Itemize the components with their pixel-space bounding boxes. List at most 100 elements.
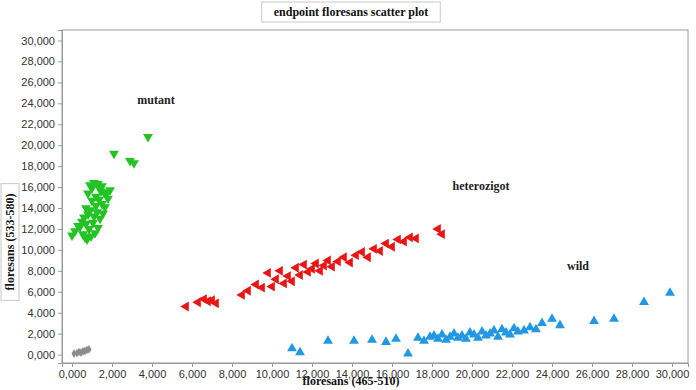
point — [287, 343, 297, 352]
y-tick-mark — [58, 61, 62, 62]
point — [344, 258, 353, 268]
x-tick-label: 4,000 — [139, 368, 167, 380]
x-tick-mark — [512, 363, 513, 367]
point — [326, 262, 335, 272]
x-tick-label: 0,000 — [59, 368, 87, 380]
x-tick-mark — [112, 363, 113, 367]
y-tick-mark — [58, 334, 62, 335]
y-tick-label: 24,000 — [21, 97, 55, 109]
point — [100, 204, 110, 213]
y-tick-label: 0,000 — [27, 349, 55, 361]
annotation: heterozigot — [452, 179, 509, 193]
y-tick-mark — [58, 187, 62, 188]
x-tick-mark — [272, 363, 273, 367]
y-tick-mark — [58, 292, 62, 293]
x-tick-label: 28,000 — [616, 368, 650, 380]
point — [589, 315, 599, 324]
point — [374, 246, 383, 256]
y-axis-line — [58, 31, 63, 364]
x-tick-label: 6,000 — [179, 368, 207, 380]
y-tick-label: 22,000 — [21, 118, 55, 130]
x-tick: 30,000 — [656, 363, 690, 380]
point — [356, 247, 365, 257]
x-tick-mark — [432, 363, 433, 367]
x-tick-label: 30,000 — [656, 368, 690, 380]
x-tick-label: 10,000 — [256, 368, 290, 380]
y-tick-mark — [58, 40, 62, 41]
y-tick-label: 28,000 — [21, 55, 55, 67]
plot-frame — [62, 30, 688, 363]
y-tick-label: 6,000 — [27, 286, 55, 298]
point — [109, 151, 119, 160]
x-tick-label: 18,000 — [416, 368, 450, 380]
y-tick-mark — [58, 124, 62, 125]
y-tick-label: 10,000 — [21, 244, 55, 256]
x-tick-mark — [472, 363, 473, 367]
series — [180, 224, 445, 311]
point — [391, 333, 401, 342]
y-tick: 22,000 — [21, 118, 62, 130]
x-tick: 20,000 — [456, 363, 490, 380]
point — [332, 257, 341, 267]
y-tick: 8,000 — [27, 265, 62, 277]
x-tick-label: 2,000 — [99, 368, 127, 380]
x-tick: 6,000 — [179, 363, 207, 380]
point — [392, 235, 401, 245]
point — [270, 274, 279, 284]
title-box: endpoint floresans scatter plot — [262, 2, 441, 22]
x-tick-mark — [552, 363, 553, 367]
y-tick-label: 12,000 — [21, 223, 55, 235]
point — [555, 320, 565, 329]
x-tick: 4,000 — [139, 363, 167, 380]
point — [295, 347, 305, 356]
point — [180, 302, 189, 312]
x-tick-label: 20,000 — [456, 368, 490, 380]
point — [262, 268, 271, 278]
y-tick-mark — [58, 103, 62, 104]
y-title-box: floresans (533-580) — [1, 184, 19, 301]
y-title-frame — [1, 184, 19, 301]
point — [386, 242, 395, 252]
y-tick-label: 26,000 — [21, 76, 55, 88]
y-tick-label: 16,000 — [21, 181, 55, 193]
y-tick: 30,000 — [21, 34, 62, 46]
y-tick-label: 2,000 — [27, 328, 55, 340]
point — [537, 318, 547, 327]
point — [274, 266, 283, 276]
series — [67, 134, 153, 245]
y-tick-label: 30,000 — [21, 34, 55, 46]
point — [665, 287, 675, 296]
point — [368, 244, 377, 254]
point — [103, 196, 113, 205]
y-tick-label: 8,000 — [27, 265, 55, 277]
x-tick: 8,000 — [219, 363, 247, 380]
point — [349, 335, 359, 344]
y-tick: 26,000 — [21, 76, 62, 88]
point — [143, 134, 153, 143]
y-tick-mark — [58, 313, 62, 314]
annotation: mutant — [137, 93, 174, 107]
y-tick: 2,000 — [27, 328, 62, 340]
x-tick-label: 26,000 — [576, 368, 610, 380]
y-tick: 10,000 — [21, 244, 62, 256]
y-tick-label: 4,000 — [27, 307, 55, 319]
title: endpoint floresans scatter plot — [274, 5, 429, 19]
point — [210, 298, 219, 308]
y-tick: 6,000 — [27, 286, 62, 298]
x-tick-mark — [352, 363, 353, 367]
y-tick-mark — [58, 145, 62, 146]
point — [310, 259, 319, 269]
x-tick-label: 24,000 — [536, 368, 570, 380]
series — [287, 287, 675, 356]
x-tick: 10,000 — [256, 363, 290, 380]
point — [322, 255, 331, 265]
x-axis-title: floresans (465-510) — [303, 374, 400, 388]
y-tick-mark — [58, 208, 62, 209]
x-tick-mark — [152, 363, 153, 367]
point — [398, 237, 407, 247]
point — [609, 313, 619, 322]
x-tick: 24,000 — [536, 363, 570, 380]
y-tick-label: 18,000 — [21, 160, 55, 172]
y-tick: 28,000 — [21, 55, 62, 67]
y-tick: 4,000 — [27, 307, 62, 319]
